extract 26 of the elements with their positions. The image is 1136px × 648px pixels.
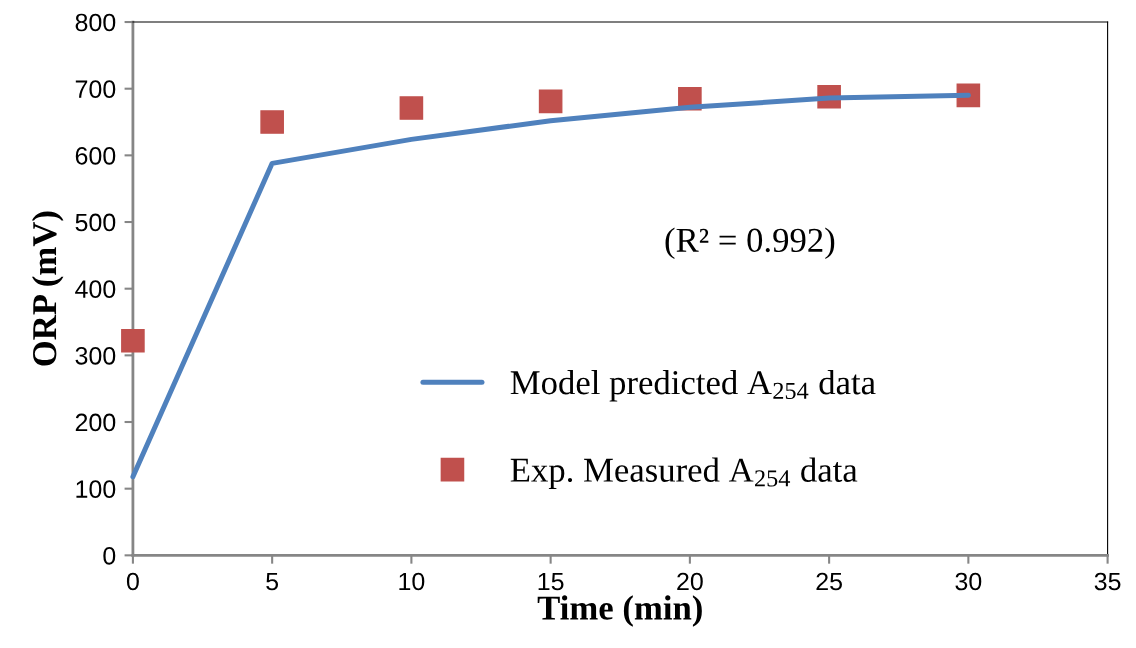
x-tick-label: 25 (816, 572, 842, 591)
y-tick-label: 800 (75, 13, 116, 32)
x-tick-label: 15 (538, 572, 564, 591)
legend-label: Exp. Measured A$_{254}$ data (510, 457, 858, 489)
y-tick-label: 200 (75, 413, 116, 432)
x-tick-label: 5 (266, 572, 279, 591)
y-tick-label: 300 (75, 346, 116, 365)
point (538, 89, 563, 114)
y-tick-label: 600 (75, 146, 116, 165)
y-tick-label: 700 (75, 80, 116, 98)
x-tick-label: 30 (955, 572, 982, 591)
y-axis-title: ORP (mV) (31, 211, 64, 366)
point (260, 110, 284, 134)
x-tick-label: 35 (1094, 572, 1121, 591)
annotation: (R² = 0.992) (665, 227, 835, 260)
point (399, 96, 424, 120)
x-tick-label: 0 (126, 572, 139, 591)
x-axis-title: Time (min) (537, 595, 702, 627)
x-tick-label: 10 (399, 572, 425, 591)
point (121, 328, 145, 353)
y-tick-label: 500 (75, 213, 116, 232)
y-tick-label: 400 (75, 280, 116, 298)
y-tick-label: 0 (103, 546, 116, 565)
y-tick-label: 100 (76, 480, 116, 498)
x-tick-label: 20 (677, 572, 703, 591)
legend-label: Model predicted A$_{254}$ data (510, 369, 876, 402)
